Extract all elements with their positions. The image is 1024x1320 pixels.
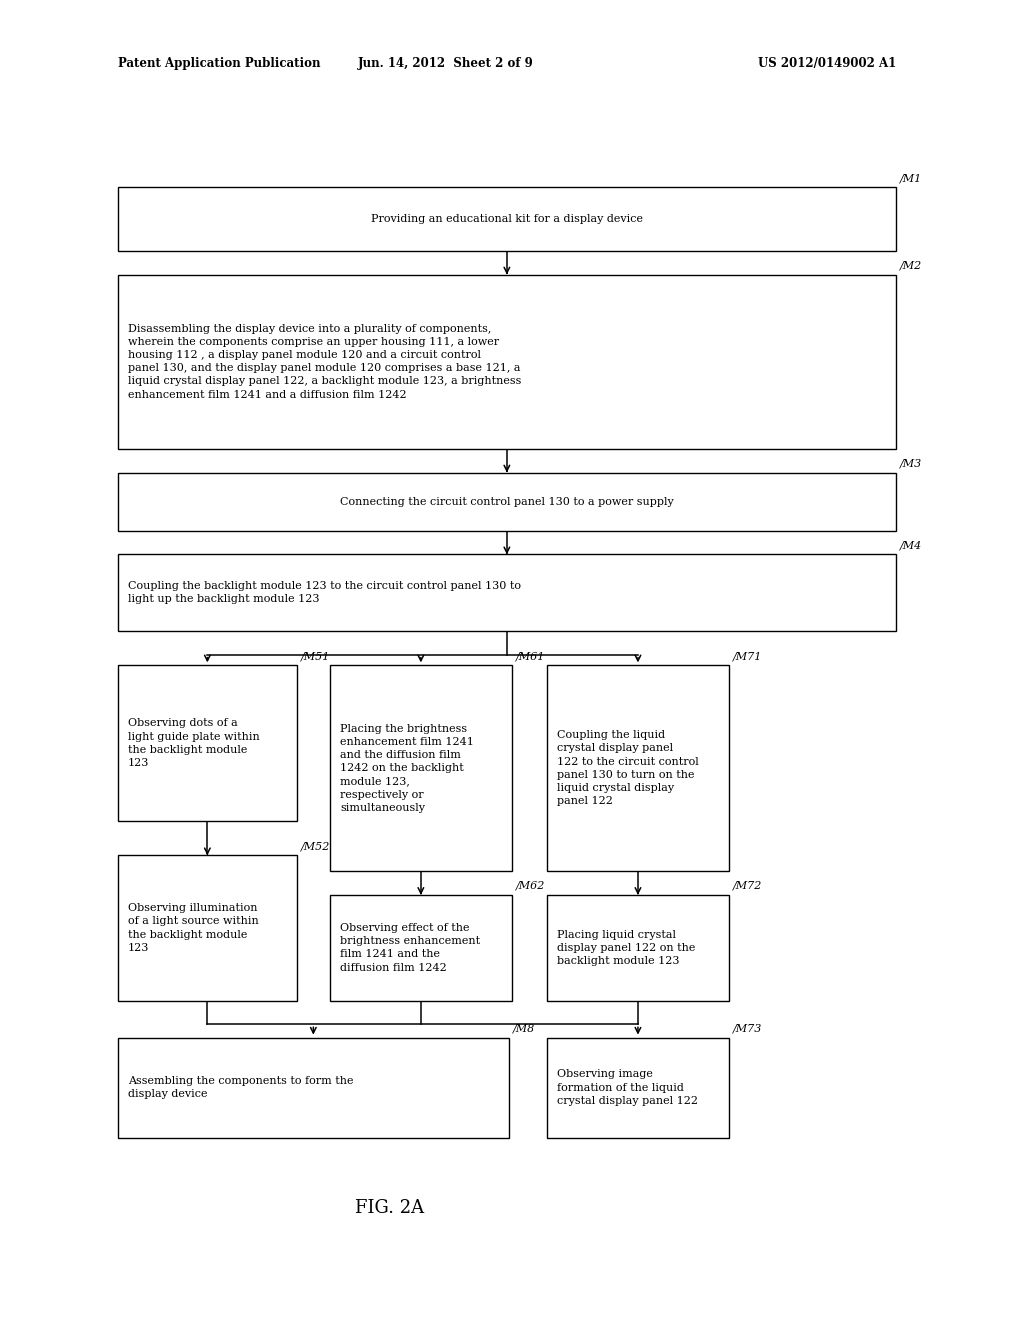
Text: Providing an educational kit for a display device: Providing an educational kit for a displ…: [371, 214, 643, 224]
Text: Observing dots of a
light guide plate within
the backlight module
123: Observing dots of a light guide plate wi…: [128, 718, 260, 768]
Text: Jun. 14, 2012  Sheet 2 of 9: Jun. 14, 2012 Sheet 2 of 9: [357, 57, 534, 70]
Bar: [118, 187, 896, 251]
Bar: [118, 665, 297, 821]
Text: Patent Application Publication: Patent Application Publication: [118, 57, 321, 70]
Text: /M52: /M52: [301, 841, 331, 851]
Text: /M4: /M4: [900, 540, 923, 550]
Bar: [118, 855, 297, 1001]
Text: /M61: /M61: [516, 651, 546, 661]
Text: Disassembling the display device into a plurality of components,
wherein the com: Disassembling the display device into a …: [128, 323, 521, 400]
Text: /M51: /M51: [301, 651, 331, 661]
Text: Connecting the circuit control panel 130 to a power supply: Connecting the circuit control panel 130…: [340, 496, 674, 507]
Text: FIG. 2A: FIG. 2A: [354, 1199, 424, 1217]
Text: Coupling the backlight module 123 to the circuit control panel 130 to
light up t: Coupling the backlight module 123 to the…: [128, 581, 521, 605]
Bar: [118, 473, 896, 531]
Text: Observing effect of the
brightness enhancement
film 1241 and the
diffusion film : Observing effect of the brightness enhan…: [340, 923, 480, 973]
Text: Placing the brightness
enhancement film 1241
and the diffusion film
1242 on the : Placing the brightness enhancement film …: [340, 723, 474, 813]
Text: Placing liquid crystal
display panel 122 on the
backlight module 123: Placing liquid crystal display panel 122…: [557, 929, 695, 966]
Bar: [118, 1038, 509, 1138]
Bar: [547, 895, 729, 1001]
Bar: [330, 665, 512, 871]
Text: /M3: /M3: [900, 458, 923, 469]
Text: Observing image
formation of the liquid
crystal display panel 122: Observing image formation of the liquid …: [557, 1069, 698, 1106]
Text: /M71: /M71: [733, 651, 763, 661]
Text: Observing illumination
of a light source within
the backlight module
123: Observing illumination of a light source…: [128, 903, 259, 953]
Text: /M62: /M62: [516, 880, 546, 891]
Bar: [547, 665, 729, 871]
Text: /M2: /M2: [900, 260, 923, 271]
Text: US 2012/0149002 A1: US 2012/0149002 A1: [758, 57, 896, 70]
Bar: [118, 275, 896, 449]
Bar: [330, 895, 512, 1001]
Text: Coupling the liquid
crystal display panel
122 to the circuit control
panel 130 t: Coupling the liquid crystal display pane…: [557, 730, 698, 807]
Text: Assembling the components to form the
display device: Assembling the components to form the di…: [128, 1076, 353, 1100]
Text: /M72: /M72: [733, 880, 763, 891]
Bar: [547, 1038, 729, 1138]
Text: /M73: /M73: [733, 1023, 763, 1034]
Bar: [118, 554, 896, 631]
Text: /M8: /M8: [513, 1023, 536, 1034]
Text: /M1: /M1: [900, 173, 923, 183]
